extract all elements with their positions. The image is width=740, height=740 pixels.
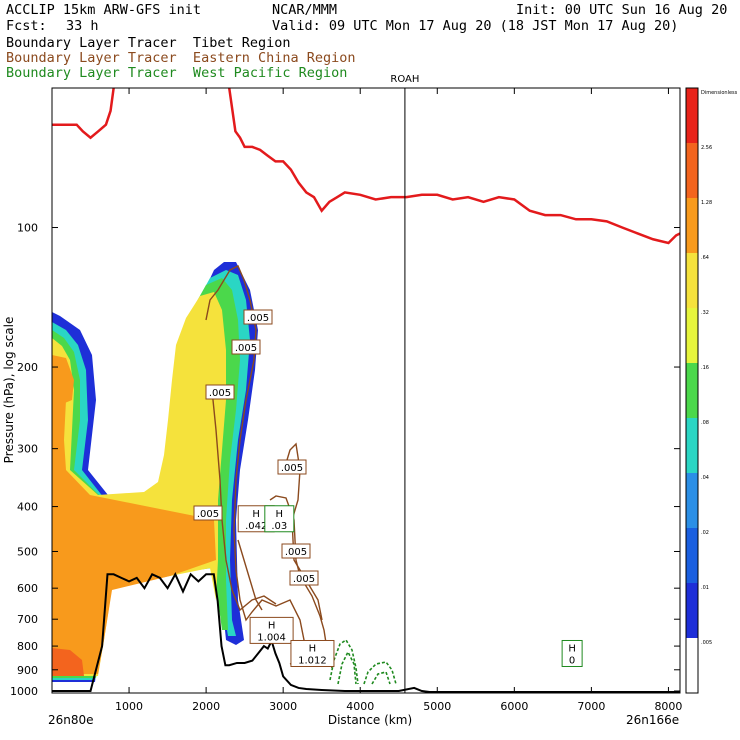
- legend-tibet: Boundary Layer Tracer Tibet Region: [6, 35, 291, 51]
- colorbar-label: .64: [701, 255, 709, 261]
- field-red-bottom: [52, 648, 84, 676]
- terrain-line: [52, 572, 680, 693]
- y-tick-label: 500: [17, 545, 38, 558]
- plot-frame: [51, 87, 681, 694]
- station-label: ROAH: [390, 74, 419, 85]
- colorbar-label: .02: [701, 530, 709, 536]
- colorbar-segment: [686, 583, 698, 638]
- x-tick-label: 2000: [192, 700, 220, 713]
- high-letter: H: [568, 643, 576, 654]
- colorbar-label: Dimensionless: [701, 90, 738, 96]
- y-tick-label: 300: [17, 443, 38, 456]
- colorbar-label: .01: [701, 585, 709, 591]
- colorbar-segment: [686, 308, 698, 363]
- colorbar-segment: [686, 528, 698, 583]
- high-marker: H1.004: [249, 616, 294, 644]
- colorbar-segment: [686, 418, 698, 473]
- contour-label-text: .005: [197, 509, 219, 520]
- high-value: 1.012: [298, 655, 327, 666]
- legend-eastern-china: Boundary Layer Tracer Eastern China Regi…: [6, 50, 356, 66]
- high-letter: H: [252, 509, 260, 520]
- contour-label-text: .005: [235, 343, 257, 354]
- y-tick-label: 200: [17, 361, 38, 374]
- colorbar-segment: [686, 253, 698, 308]
- contour-label: .005: [277, 459, 307, 475]
- contour-label-text: .005: [293, 574, 315, 585]
- contour-label-text: .005: [247, 313, 269, 324]
- contour-label: .005: [231, 339, 261, 355]
- colorbar-segment: [686, 88, 698, 143]
- y-tick-label: 1000: [10, 685, 38, 698]
- x-tick-label: 1000: [115, 700, 143, 713]
- y-tick-label: 700: [17, 613, 38, 626]
- y-tick-label: 400: [17, 501, 38, 514]
- contour-label-text: .005: [285, 547, 307, 558]
- y-tick-label: 900: [17, 664, 38, 677]
- contour-label: .005: [281, 543, 311, 559]
- forecast-label: Fcst:: [6, 18, 47, 34]
- high-letter: H: [268, 620, 276, 631]
- valid-time: Valid: 09 UTC Mon 17 Aug 20 (18 JST Mon …: [272, 18, 679, 34]
- x-tick-label: 5000: [423, 700, 451, 713]
- contour-label: .005: [243, 309, 273, 325]
- x-tick-label: 6000: [500, 700, 528, 713]
- colorbar-label: 1.28: [701, 200, 712, 206]
- legend-west-pacific: Boundary Layer Tracer West Pacific Regio…: [6, 65, 348, 81]
- colorbar-label: .08: [701, 420, 709, 426]
- high-letter: H: [309, 643, 317, 654]
- colorbar-label: 2.56: [701, 145, 712, 151]
- contour-label-text: .005: [281, 463, 303, 474]
- west-pacific-contours: [329, 638, 397, 685]
- x-tick-label: 8000: [654, 700, 682, 713]
- y-tick-label: 600: [17, 582, 38, 595]
- colorbar-label: .16: [701, 365, 709, 371]
- organization-label: NCAR/MMM: [272, 2, 338, 18]
- colorbar-label: .32: [701, 310, 709, 316]
- high-marker: H0: [561, 639, 583, 667]
- high-letter: H: [276, 509, 284, 520]
- colorbar-label: .04: [701, 475, 709, 481]
- right-endpoint-label: 26n166e: [626, 713, 679, 727]
- y-axis-title: Pressure (hPa), log scale: [2, 317, 16, 464]
- high-marker: H.03: [264, 505, 295, 533]
- colorbar-segment: [686, 198, 698, 253]
- x-tick-label: 3000: [269, 700, 297, 713]
- colorbar-segment: [686, 363, 698, 418]
- colorbar: Dimensionless 2.56 1.28 .64 .32 .16 .08 .04 .02.…: [685, 87, 738, 694]
- colorbar-segment: [686, 473, 698, 528]
- left-endpoint-label: 26n80e: [48, 713, 94, 727]
- y-tick-label: 800: [17, 640, 38, 653]
- colorbar-segment: [686, 638, 698, 693]
- y-tick-label: 100: [17, 222, 38, 235]
- high-value: .042: [245, 521, 267, 532]
- contour-label: .005: [289, 570, 319, 586]
- high-value: .03: [271, 521, 287, 532]
- contour-labels: .005 .005 .005 .005 .005 .005 .005: [193, 309, 319, 586]
- field-orange-layer: [52, 360, 216, 674]
- forecast-hours: 33 h: [66, 18, 99, 34]
- init-time: Init: 00 UTC Sun 16 Aug 20: [516, 2, 728, 18]
- tropopause-line: [52, 88, 680, 245]
- y-axis: 100 200 300 400 500 600 700 800 900 1000: [10, 222, 680, 698]
- chart-title: ACCLIP 15km ARW-GFS init: [6, 2, 202, 18]
- colorbar-label: .005: [701, 640, 712, 646]
- x-tick-label: 7000: [577, 700, 605, 713]
- high-marker: H1.012: [290, 639, 335, 667]
- contour-label-text: .005: [209, 388, 231, 399]
- high-value: 1.004: [257, 632, 286, 643]
- x-axis-title: Distance (km): [328, 713, 412, 727]
- colorbar-frame: [685, 87, 699, 694]
- x-axis: 1000 2000 3000 4000 5000 6000 7000 8000: [115, 88, 682, 713]
- contour-label: .005: [193, 505, 223, 521]
- contour-label: .005: [205, 384, 235, 400]
- x-tick-label: 4000: [346, 700, 374, 713]
- colorbar-segment: [686, 143, 698, 198]
- high-value: 0: [569, 655, 575, 666]
- tracer-field: [52, 262, 258, 682]
